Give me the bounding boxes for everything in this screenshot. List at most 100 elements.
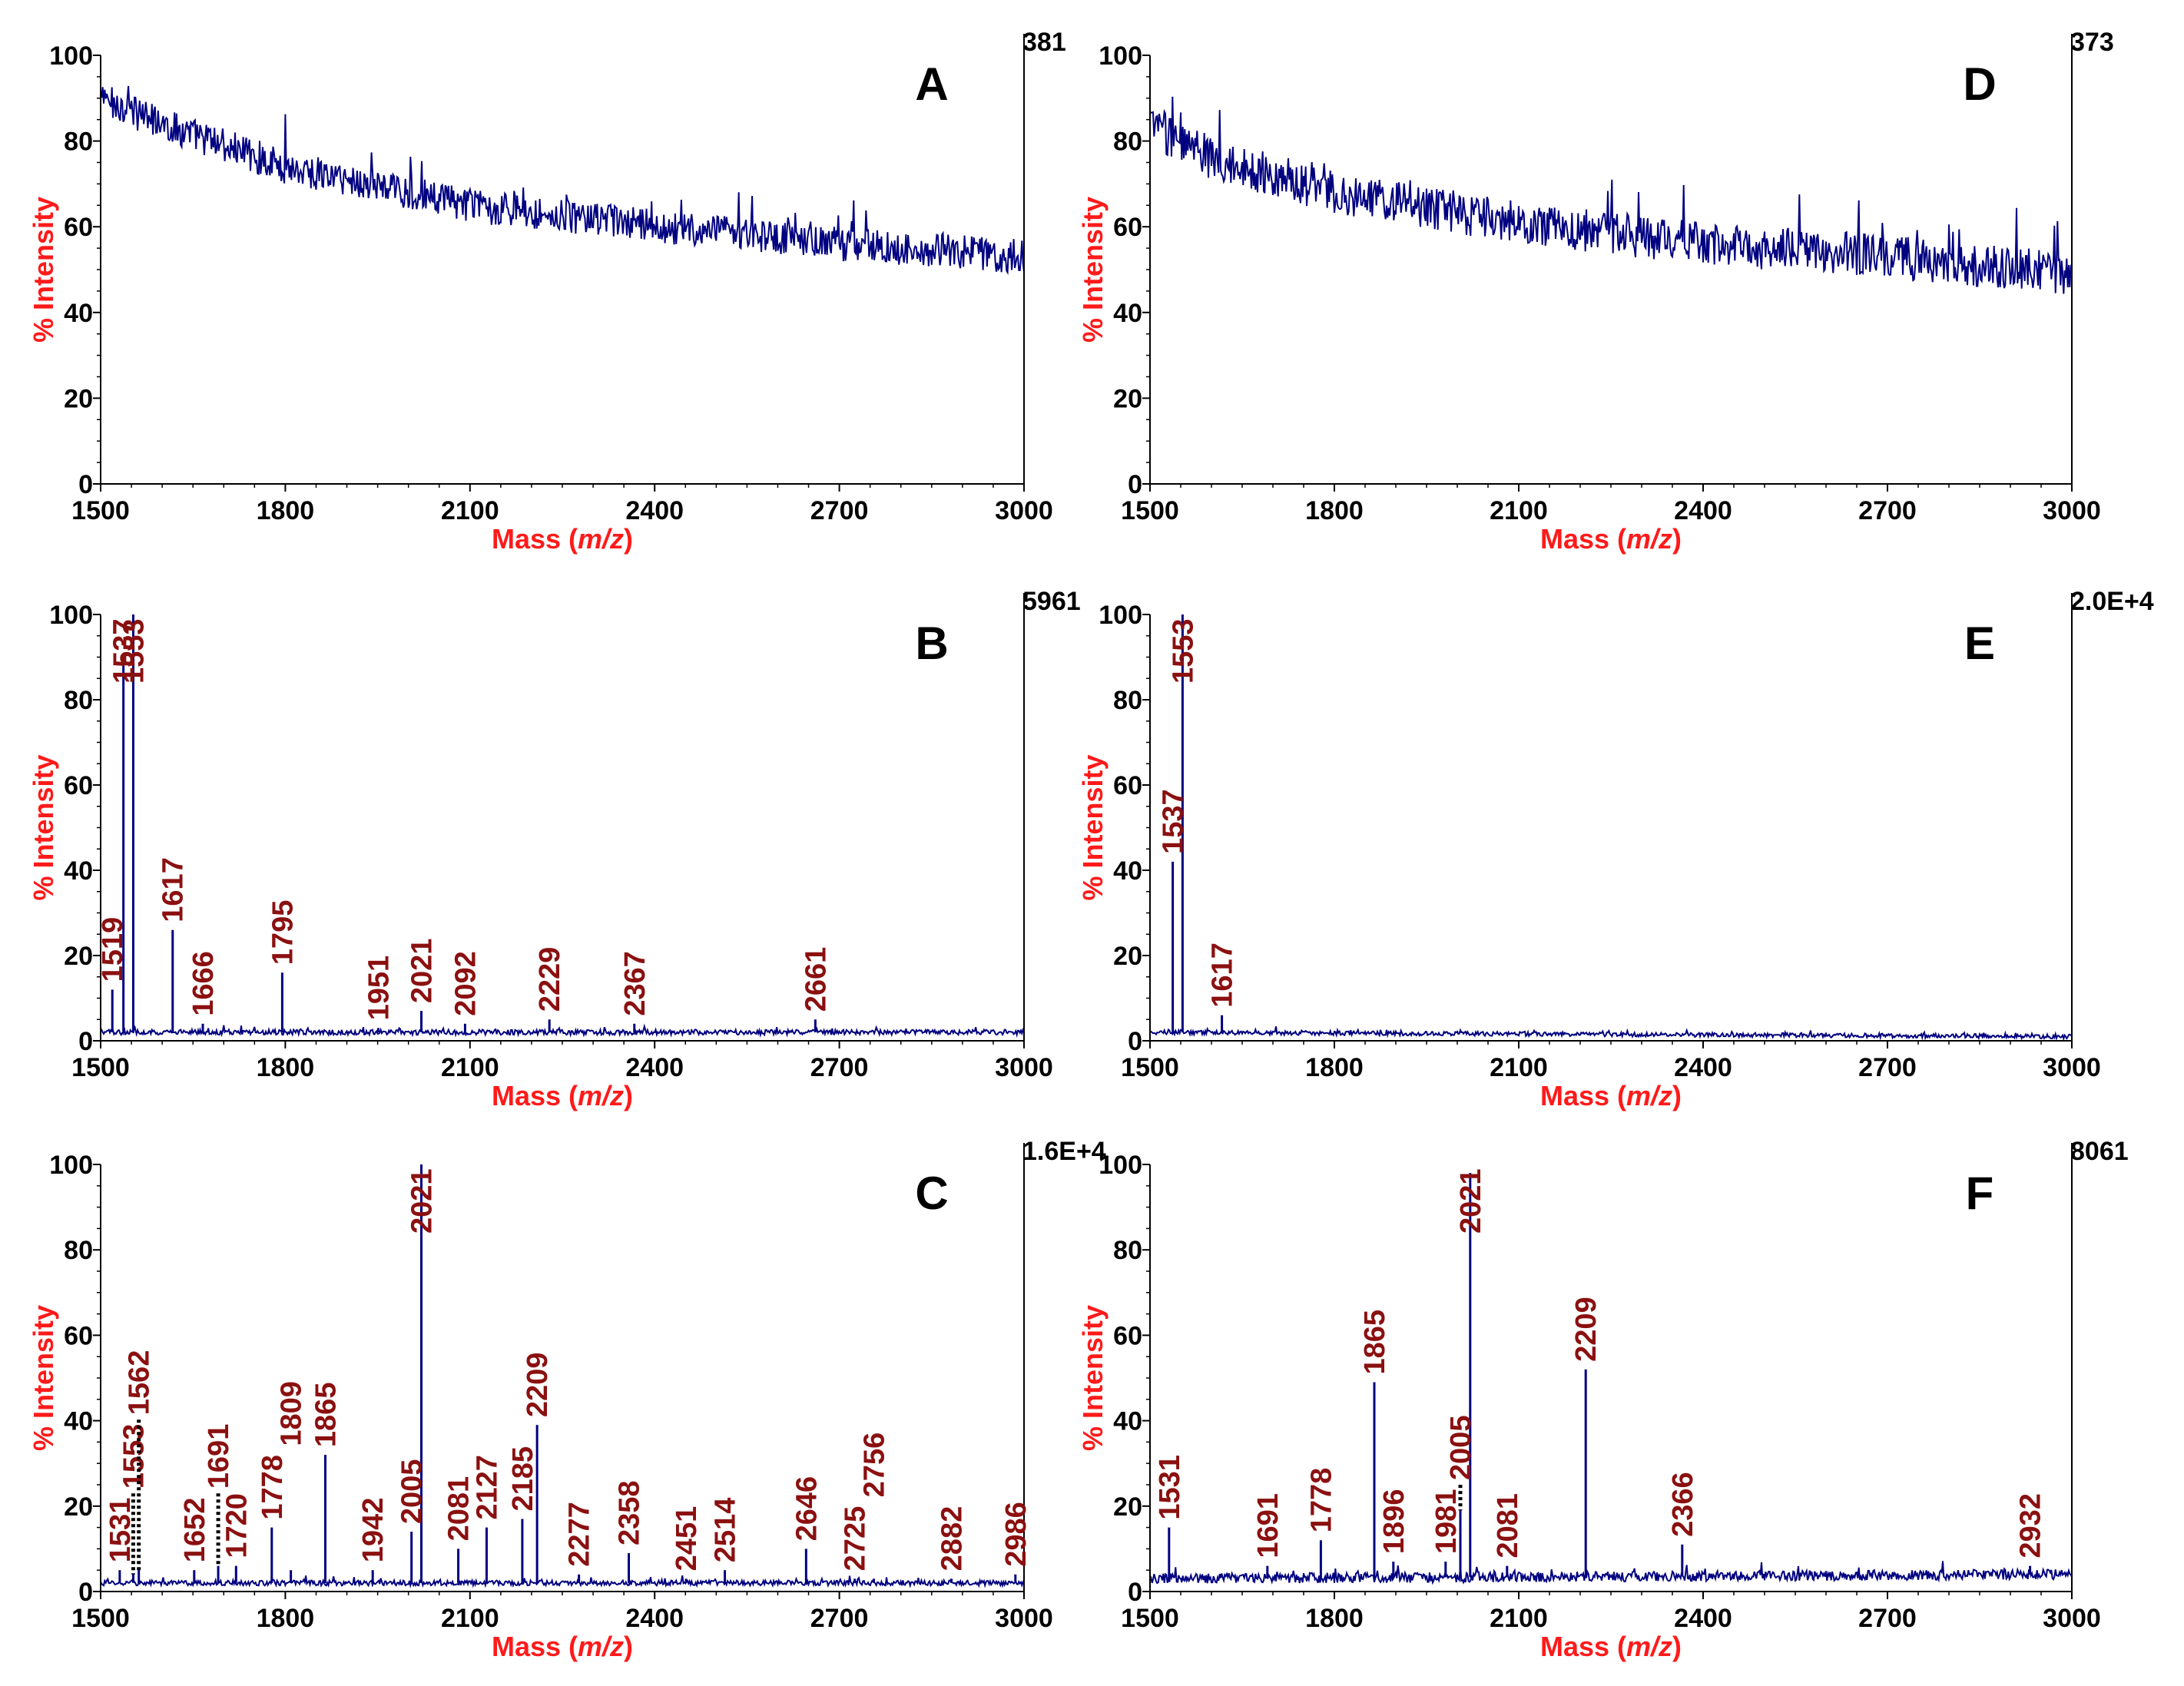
peak-label-1666: 1666 (187, 951, 220, 1016)
peak-label-2209: 2209 (522, 1353, 554, 1418)
spectrum-trace (100, 1575, 1025, 1588)
x-tick-label: 1800 (1305, 496, 1364, 525)
x-axis-title-close: ) (1672, 1631, 1682, 1662)
peak-label-1778: 1778 (257, 1455, 289, 1520)
spectrum-trace (100, 85, 1025, 276)
peak-label-2756: 2756 (858, 1433, 890, 1498)
peak-label-2081: 2081 (443, 1476, 476, 1542)
peak-label-2366: 2366 (1667, 1472, 1699, 1537)
y-tick-label: 100 (49, 601, 93, 630)
x-tick-label: 2700 (810, 1604, 869, 1633)
y-axis-title: % Intensity (28, 754, 59, 900)
x-axis-title: Mass (m/z) (492, 1080, 633, 1111)
y-tick-label: 0 (78, 1578, 93, 1607)
x-axis-title-unit: m/z (578, 523, 624, 555)
y-tick-label: 0 (1128, 1027, 1142, 1056)
peak-label-2725: 2725 (840, 1506, 872, 1572)
max-intensity-label: 1.6E+4 (1022, 1137, 1106, 1166)
peak-label-2514: 2514 (710, 1498, 742, 1563)
panel-c: 0 20 40 60 80 100 1500 1800 2100 2400 2700 3000 Mass… (28, 1137, 1106, 1662)
peak-label-1981: 1981 (1430, 1489, 1463, 1555)
y-tick-label: 20 (64, 942, 93, 971)
y-tick-label: 80 (64, 686, 93, 715)
x-axis-title-unit: m/z (578, 1080, 624, 1111)
panel-letter: D (1963, 58, 1996, 110)
y-tick-label: 40 (1113, 299, 1142, 328)
x-tick-label: 1800 (1305, 1053, 1364, 1082)
x-axis-title-text: Mass ( (1540, 1080, 1626, 1111)
x-axis-title-unit: m/z (1626, 1080, 1672, 1111)
y-tick-label: 80 (1113, 686, 1142, 715)
peak-label-2932: 2932 (2015, 1493, 2047, 1558)
x-tick-label: 1500 (71, 496, 130, 525)
panel-a: 0 20 40 60 80 100 1500 1800 2100 2400 2700 3000 Mass… (28, 28, 1066, 555)
peak-label-2358: 2358 (614, 1480, 646, 1545)
x-tick-label: 2100 (441, 1053, 499, 1082)
peak-label-1531: 1531 (1154, 1455, 1186, 1520)
y-tick-label: 100 (1099, 1151, 1142, 1180)
x-tick-label: 2400 (625, 496, 684, 525)
y-tick-label: 40 (1113, 856, 1142, 886)
peak-label-1553: 1553 (118, 618, 150, 684)
x-tick-label: 3000 (2043, 496, 2101, 525)
peak-label-1617: 1617 (1207, 942, 1239, 1008)
panel-b: 0 20 40 60 80 100 1500 1800 2100 2400 2700 3000 Mass… (28, 587, 1081, 1111)
x-axis-title-text: Mass ( (1540, 523, 1626, 555)
y-tick-label: 60 (1113, 1321, 1142, 1350)
y-tick-label: 0 (78, 1027, 93, 1056)
x-axis-title: Mass (m/z) (492, 523, 633, 555)
x-tick-label: 2700 (810, 496, 869, 525)
y-tick-label: 60 (64, 1321, 93, 1350)
y-tick-label: 20 (1113, 384, 1142, 413)
spectrum-trace (1149, 96, 2073, 294)
peak-label-1537: 1537 (1158, 789, 1190, 854)
x-tick-label: 1500 (1121, 1604, 1179, 1633)
x-tick-label: 3000 (995, 1604, 1053, 1633)
y-tick-label: 60 (64, 213, 93, 242)
y-tick-label: 80 (1113, 1236, 1142, 1265)
x-tick-label: 2700 (810, 1053, 869, 1082)
x-tick-label: 2100 (441, 496, 499, 525)
y-tick-label: 60 (64, 771, 93, 800)
x-axis-title-close: ) (624, 1631, 633, 1662)
y-axis-title: % Intensity (28, 197, 59, 343)
peak-label-2986: 2986 (1000, 1502, 1032, 1567)
x-axis-title-unit: m/z (578, 1631, 624, 1662)
y-tick-label: 20 (64, 1492, 93, 1522)
x-tick-label: 3000 (995, 496, 1053, 525)
y-tick-label: 40 (1113, 1407, 1142, 1436)
peak-label-1617: 1617 (157, 857, 190, 922)
y-tick-label: 80 (64, 1236, 93, 1265)
x-axis-title-close: ) (1672, 1080, 1682, 1111)
x-tick-label: 1500 (1121, 496, 1179, 525)
peak-label-1809: 1809 (276, 1381, 308, 1446)
peak-label-2092: 2092 (449, 951, 482, 1016)
peak-label-1553: 1553 (118, 1424, 150, 1489)
x-axis-title-close: ) (624, 1080, 633, 1111)
x-axis-title: Mass (m/z) (1540, 1080, 1682, 1111)
x-axis-title-text: Mass ( (1540, 1631, 1626, 1662)
peak-label-2005: 2005 (1445, 1416, 1477, 1481)
x-tick-label: 1500 (1121, 1053, 1179, 1082)
peak-label-2451: 2451 (671, 1506, 703, 1572)
peak-label-1519: 1519 (97, 917, 129, 982)
x-tick-label: 1800 (1305, 1604, 1364, 1633)
panel-letter: A (915, 58, 948, 110)
panel-letter: F (1966, 1168, 1994, 1219)
peak-label-2021: 2021 (406, 939, 438, 1004)
panel-f: 0 20 40 60 80 100 1500 1800 2100 2400 2700 3000 Mass… (1077, 1137, 2129, 1662)
panel-e: 0 20 40 60 80 100 1500 1800 2100 2400 2700 3000 Mass… (1077, 587, 2154, 1111)
spectrum-trace (1149, 1026, 2073, 1042)
panel-letter: C (915, 1168, 948, 1219)
x-axis-title: Mass (m/z) (492, 1631, 633, 1662)
spectrum-trace (1149, 1561, 2073, 1585)
x-axis-title-unit: m/z (1626, 523, 1672, 555)
panel-d: 0 20 40 60 80 100 1500 1800 2100 2400 2700 3000 Mass… (1077, 28, 2114, 555)
peak-label-2646: 2646 (790, 1476, 823, 1542)
x-tick-label: 2100 (1490, 1053, 1548, 1082)
y-tick-label: 100 (1099, 41, 1142, 71)
x-tick-label: 2400 (1674, 496, 1732, 525)
x-tick-label: 1800 (257, 1604, 315, 1633)
peak-label-2367: 2367 (619, 951, 651, 1016)
x-tick-label: 2700 (1858, 1053, 1917, 1082)
